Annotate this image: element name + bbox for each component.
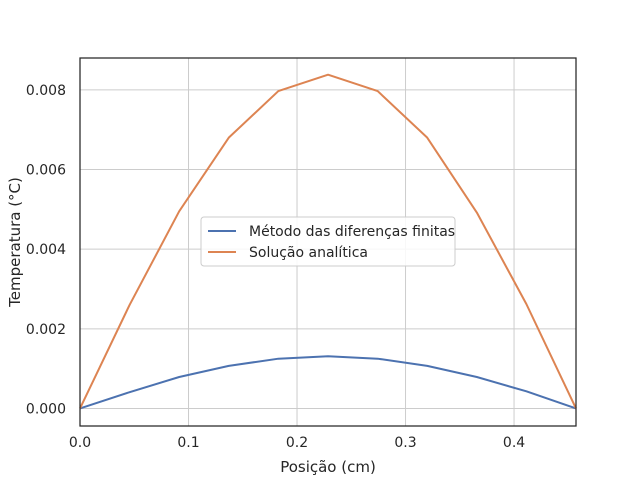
y-tick-label: 0.004 (26, 242, 66, 258)
legend: Método das diferenças finitas Solução an… (200, 216, 456, 267)
tick-labels: 0.0 0.1 0.2 0.3 0.4 0.000 0.002 0.004 0.006 0.008 (26, 83, 525, 451)
x-tick-label: 0.4 (503, 435, 525, 451)
legend-label-analytic: Solução analítica (249, 245, 368, 261)
grid (79, 58, 576, 426)
x-tick-label: 0.2 (286, 435, 308, 451)
x-tick-label: 0.3 (394, 435, 416, 451)
y-axis-label: Temperatura (°C) (6, 177, 24, 308)
series-line-fdm (79, 355, 577, 410)
x-axis-label: Posição (cm) (280, 458, 376, 476)
y-tick-label: 0.000 (26, 401, 66, 417)
x-tick-label: 0.1 (177, 435, 199, 451)
y-tick-label: 0.006 (26, 163, 66, 179)
x-tick-label: 0.0 (69, 435, 91, 451)
y-tick-label: 0.008 (26, 83, 66, 99)
plot-frame (79, 57, 577, 427)
series-line-analytic (79, 73, 577, 409)
series-lines (79, 73, 577, 410)
y-tick-label: 0.002 (26, 322, 66, 338)
legend-label-fdm: Método das diferenças finitas (249, 224, 455, 240)
legend-box (200, 216, 456, 267)
